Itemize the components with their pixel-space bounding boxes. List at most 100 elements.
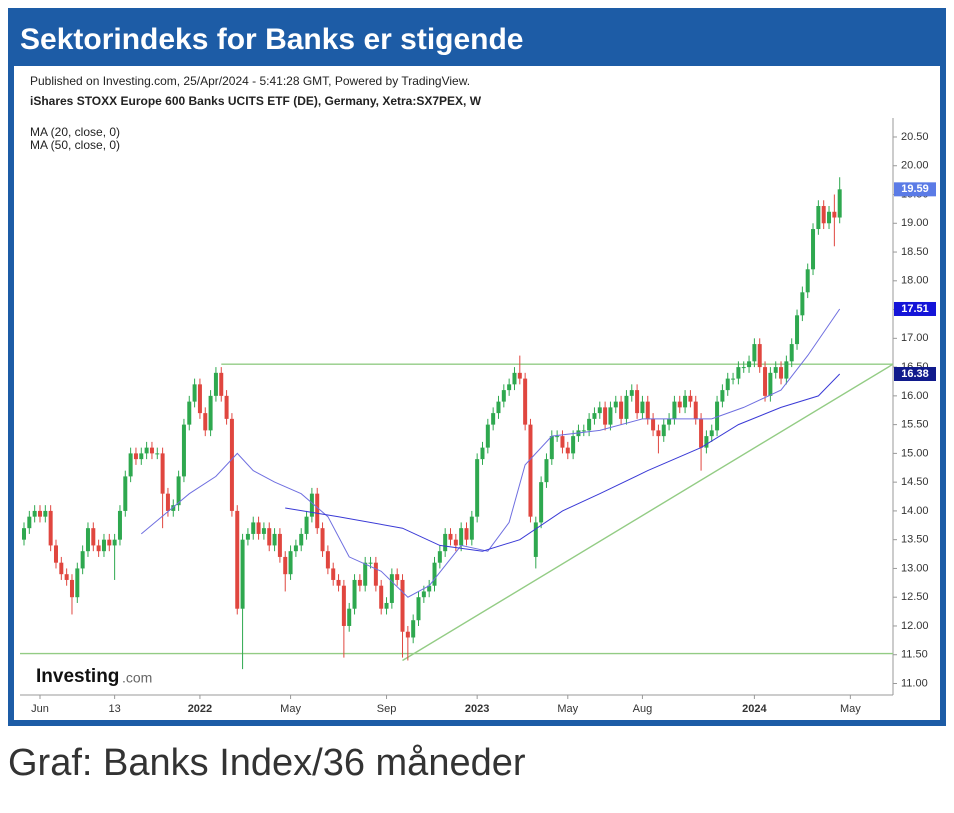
y-tick-label: 15.50 [901, 419, 929, 431]
candle-body [128, 453, 133, 477]
candle-body [533, 522, 538, 557]
candle-body [555, 436, 560, 438]
candle-body [411, 620, 416, 638]
candle-body [661, 424, 666, 437]
candle-body [747, 361, 752, 368]
candle-body [491, 413, 496, 425]
candle-body [107, 539, 112, 546]
candle-body [165, 493, 170, 511]
candle-body [501, 390, 506, 402]
x-tick-label: Aug [633, 703, 653, 715]
candle-body [181, 424, 186, 477]
candle-body [277, 533, 282, 557]
x-tick-label: 2022 [188, 703, 212, 715]
candle-body [240, 539, 245, 609]
candle-body [784, 361, 789, 379]
candle-body [373, 562, 378, 586]
candle-body [581, 430, 586, 432]
chart-title: Sektorindeks for Banks er stigende [20, 23, 524, 56]
candle-body [197, 384, 202, 414]
candle-body [384, 602, 389, 609]
candle-body [325, 551, 330, 569]
moving-average [285, 373, 841, 552]
x-tick-label: May [840, 703, 861, 715]
candle-body [299, 533, 304, 546]
candle-body [480, 447, 485, 460]
trend-line [402, 363, 894, 662]
candle-body [432, 562, 437, 586]
candle-body [640, 401, 645, 414]
candle-body [219, 372, 224, 396]
legend-entry: MA (50, close, 0) [30, 138, 120, 152]
candle-body [69, 579, 74, 598]
candle-body [421, 591, 426, 598]
y-tick-label: 11.00 [901, 677, 928, 689]
logo-suffix: .com [122, 670, 152, 686]
candle-body [416, 597, 421, 621]
candle-body [624, 395, 629, 419]
candle-body [48, 510, 53, 546]
candle-body [789, 344, 794, 362]
candle-body [672, 401, 677, 419]
x-tick-label: 13 [109, 703, 121, 715]
candle-body [213, 372, 218, 396]
candle-body [512, 372, 517, 385]
candle-body [635, 390, 640, 414]
candle-body [293, 545, 298, 552]
candle-body [400, 579, 405, 632]
candle-body [752, 344, 757, 362]
candle-body [379, 585, 384, 609]
price-label-bg [894, 182, 936, 197]
x-tick-label: Sep [377, 703, 397, 715]
candle-body [91, 528, 96, 546]
candle-body [448, 533, 453, 540]
candle-body [267, 528, 272, 546]
y-tick-label: 14.00 [901, 505, 929, 517]
candle-body [187, 401, 192, 425]
candle-body [651, 418, 656, 431]
price-label-bg [894, 301, 936, 316]
candle-body [336, 579, 341, 586]
candle-body [619, 401, 624, 419]
y-tick-label: 17.00 [901, 332, 929, 344]
candle-body [304, 516, 309, 534]
candle-body [395, 574, 400, 580]
x-tick-label: May [280, 703, 301, 715]
legend-entry: MA (20, close, 0) [30, 125, 120, 139]
y-tick-label: 18.50 [901, 246, 929, 258]
candle-body [261, 528, 266, 534]
y-tick-label: 19.00 [901, 217, 929, 229]
candle-body [709, 430, 714, 437]
candle-body [741, 367, 746, 369]
price-label: 17.51 [901, 303, 929, 315]
candle-body [357, 579, 362, 586]
y-tick-label: 12.00 [901, 620, 929, 632]
price-label: 16.38 [901, 368, 929, 380]
candle-body [389, 574, 394, 603]
y-tick-label: 14.50 [901, 476, 929, 488]
y-tick-label: 20.00 [901, 160, 929, 172]
candle-body [779, 367, 784, 379]
candle-body [704, 436, 709, 448]
candle-body [251, 522, 256, 534]
candle-body [571, 436, 576, 454]
candle-body [117, 510, 122, 540]
candle-body [331, 568, 336, 580]
candle-body [272, 533, 277, 546]
candle-body [763, 367, 768, 396]
caption: Graf: Banks Index/36 måneder [8, 742, 526, 784]
candle-body [101, 539, 106, 552]
candle-body [139, 453, 144, 460]
price-label: 19.59 [901, 183, 929, 195]
candle-body [603, 407, 608, 425]
candle-body [821, 206, 826, 224]
y-tick-label: 13.50 [901, 534, 929, 546]
candle-body [437, 551, 442, 563]
candle-body [693, 401, 698, 419]
candle-body [731, 378, 736, 380]
candle-body [587, 418, 592, 431]
candle-body [80, 551, 85, 569]
candle-body [75, 568, 80, 598]
